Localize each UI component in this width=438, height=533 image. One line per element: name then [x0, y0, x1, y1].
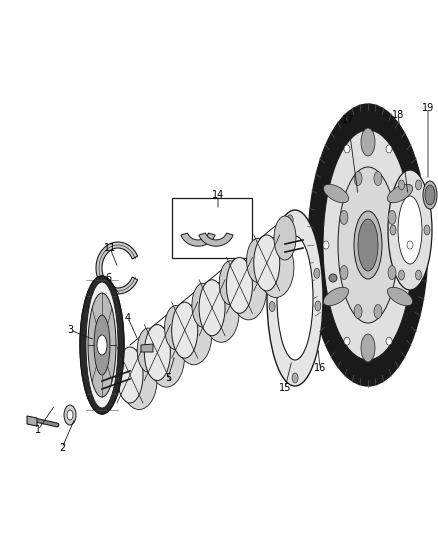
Ellipse shape — [425, 185, 435, 205]
Ellipse shape — [117, 347, 143, 403]
Polygon shape — [141, 344, 153, 352]
Ellipse shape — [315, 301, 321, 311]
Ellipse shape — [323, 184, 349, 203]
Text: 18: 18 — [392, 110, 404, 120]
Ellipse shape — [386, 337, 392, 345]
Ellipse shape — [416, 270, 421, 280]
Ellipse shape — [323, 241, 329, 249]
Ellipse shape — [88, 293, 116, 397]
Ellipse shape — [416, 180, 421, 190]
Ellipse shape — [338, 167, 398, 323]
Text: 4: 4 — [125, 313, 131, 323]
Ellipse shape — [340, 211, 348, 224]
Ellipse shape — [274, 216, 296, 260]
Ellipse shape — [67, 410, 73, 420]
Ellipse shape — [361, 128, 375, 156]
Ellipse shape — [354, 304, 362, 319]
Ellipse shape — [329, 274, 337, 282]
Ellipse shape — [340, 265, 348, 279]
Ellipse shape — [192, 283, 214, 327]
Ellipse shape — [388, 211, 396, 224]
Polygon shape — [27, 416, 37, 426]
Ellipse shape — [269, 302, 275, 312]
Ellipse shape — [94, 315, 110, 375]
Ellipse shape — [121, 350, 157, 409]
Text: 6: 6 — [105, 273, 111, 283]
Ellipse shape — [388, 184, 413, 203]
Ellipse shape — [344, 145, 350, 153]
Ellipse shape — [172, 302, 198, 358]
Ellipse shape — [86, 282, 118, 408]
Ellipse shape — [292, 373, 298, 383]
Text: 16: 16 — [314, 363, 326, 373]
Text: 11: 11 — [104, 243, 116, 253]
Ellipse shape — [145, 325, 170, 381]
Ellipse shape — [354, 211, 382, 279]
Ellipse shape — [374, 172, 382, 185]
Bar — [172, 198, 252, 258]
Text: 3: 3 — [67, 325, 73, 335]
Ellipse shape — [390, 225, 396, 235]
Ellipse shape — [176, 305, 212, 365]
Ellipse shape — [80, 276, 124, 414]
Ellipse shape — [64, 405, 76, 425]
Ellipse shape — [386, 145, 392, 153]
Ellipse shape — [267, 210, 323, 386]
Ellipse shape — [314, 268, 320, 278]
Ellipse shape — [199, 280, 225, 336]
Ellipse shape — [323, 130, 413, 360]
Ellipse shape — [323, 287, 349, 306]
Ellipse shape — [277, 236, 313, 360]
Ellipse shape — [97, 335, 107, 355]
Ellipse shape — [358, 219, 378, 271]
Ellipse shape — [398, 196, 422, 264]
Ellipse shape — [137, 328, 159, 372]
Ellipse shape — [254, 235, 280, 291]
Ellipse shape — [308, 104, 428, 386]
Ellipse shape — [388, 170, 432, 290]
Ellipse shape — [399, 270, 405, 280]
Text: 1: 1 — [35, 425, 41, 435]
Text: 17: 17 — [342, 115, 354, 125]
Ellipse shape — [287, 215, 293, 225]
Ellipse shape — [247, 238, 268, 282]
Text: 14: 14 — [212, 190, 224, 200]
Ellipse shape — [361, 334, 375, 362]
Ellipse shape — [203, 282, 239, 342]
Ellipse shape — [423, 181, 437, 209]
Ellipse shape — [424, 225, 430, 235]
Ellipse shape — [388, 265, 396, 279]
Text: 15: 15 — [279, 383, 291, 393]
Ellipse shape — [219, 261, 241, 305]
Ellipse shape — [148, 327, 184, 387]
Polygon shape — [181, 233, 215, 246]
Ellipse shape — [165, 305, 187, 350]
Ellipse shape — [374, 304, 382, 319]
Ellipse shape — [407, 241, 413, 249]
Text: 5: 5 — [165, 373, 171, 383]
Ellipse shape — [230, 260, 267, 320]
Ellipse shape — [258, 238, 294, 297]
Ellipse shape — [344, 337, 350, 345]
Ellipse shape — [354, 172, 362, 185]
Ellipse shape — [388, 287, 413, 306]
Ellipse shape — [226, 257, 252, 313]
Text: 19: 19 — [422, 103, 434, 113]
Text: 2: 2 — [59, 443, 65, 453]
Polygon shape — [199, 233, 233, 246]
Ellipse shape — [399, 180, 405, 190]
Polygon shape — [96, 242, 138, 294]
